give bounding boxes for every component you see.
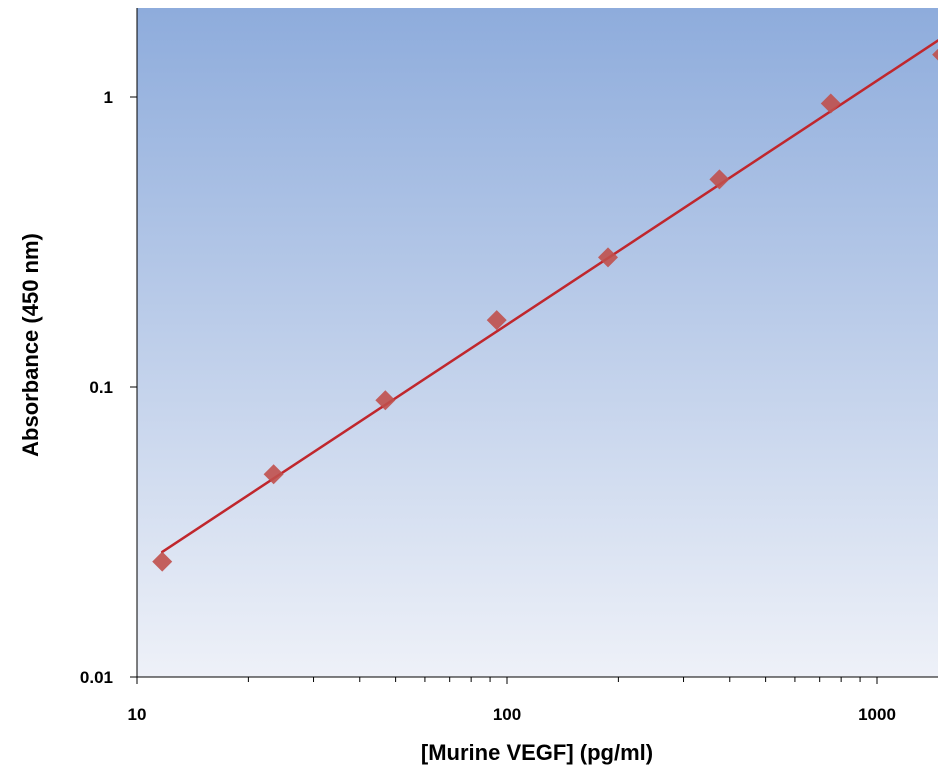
data-point <box>820 93 841 114</box>
x-axis: 10 100 1000 <box>128 676 938 724</box>
y-tick-label: 1 <box>104 88 113 107</box>
fit-line <box>160 39 938 554</box>
y-axis-title: Absorbance (450 nm) <box>18 233 43 457</box>
x-tick-label: 100 <box>493 705 521 724</box>
y-axis: 0.01 0.1 1 <box>80 8 138 687</box>
data-point <box>709 169 730 190</box>
data-point <box>598 247 619 268</box>
data-points-layer <box>152 48 938 572</box>
data-point <box>932 48 938 61</box>
plot-area-background <box>137 8 938 677</box>
data-point <box>152 551 173 572</box>
y-tick-label: 0.01 <box>80 668 113 687</box>
data-point <box>263 464 284 485</box>
x-tick-label: 10 <box>128 705 147 724</box>
data-point <box>375 390 396 411</box>
data-point <box>486 310 507 331</box>
x-axis-title: [Murine VEGF] (pg/ml) <box>421 740 653 765</box>
fit-line-layer <box>160 39 938 554</box>
y-tick-label: 0.1 <box>89 378 113 397</box>
x-tick-label: 1000 <box>858 705 896 724</box>
